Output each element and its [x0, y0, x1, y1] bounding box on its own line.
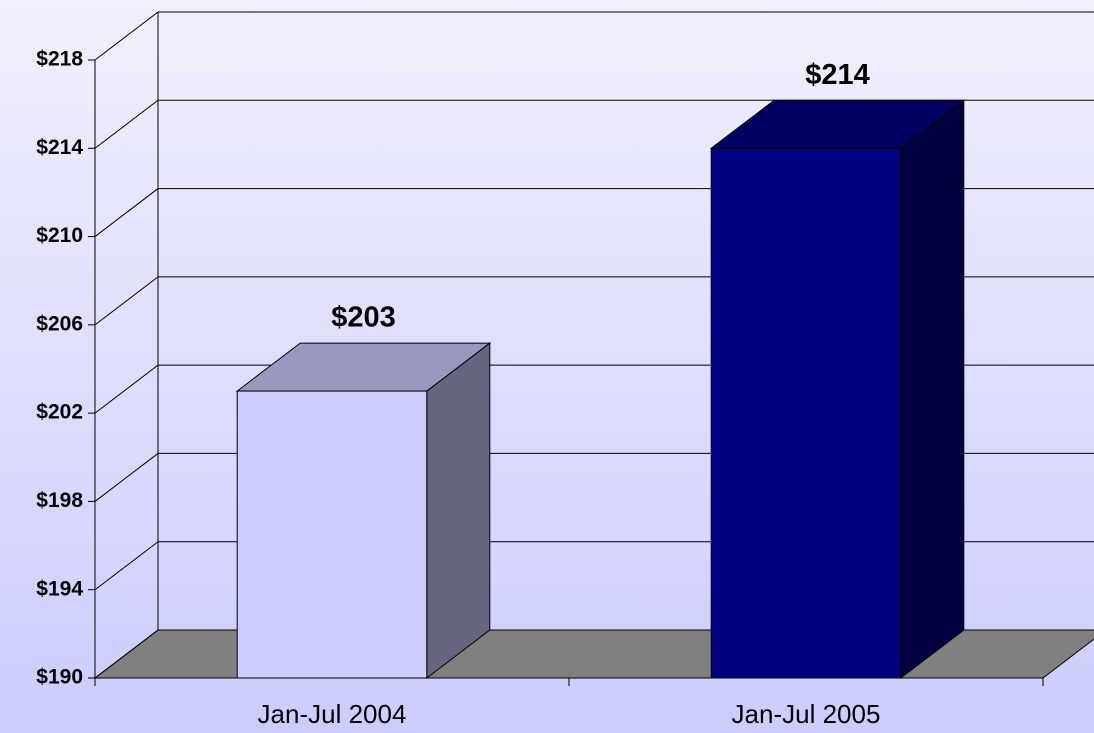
y-tick-label: $198	[36, 489, 83, 512]
side-grid-line	[94, 188, 159, 237]
bar-side	[900, 99, 965, 680]
x-tick-label: Jan-Jul 2004	[258, 699, 407, 729]
side-grid-line	[94, 276, 159, 326]
y-tick-label: $194	[36, 577, 83, 600]
y-tick-label: $202	[36, 401, 83, 424]
bar	[236, 390, 428, 679]
y-tick-label: $218	[36, 48, 83, 71]
bar	[710, 147, 902, 679]
y-tick-label: $190	[36, 666, 83, 689]
y-tick-label: $210	[36, 224, 83, 247]
side-grid-line	[94, 629, 159, 679]
bar-side	[426, 342, 491, 680]
side-grid-line	[94, 453, 159, 502]
y-tick-label: $206	[36, 312, 83, 335]
side-grid-line	[94, 364, 159, 414]
side-grid-line	[94, 541, 159, 591]
side-grid-line	[94, 99, 159, 149]
side-grid-line	[94, 11, 159, 61]
y-tick-label: $214	[36, 136, 83, 159]
value-label: $203	[331, 302, 396, 334]
value-label: $214	[805, 59, 870, 91]
x-tick-label: Jan-Jul 2005	[732, 699, 881, 729]
